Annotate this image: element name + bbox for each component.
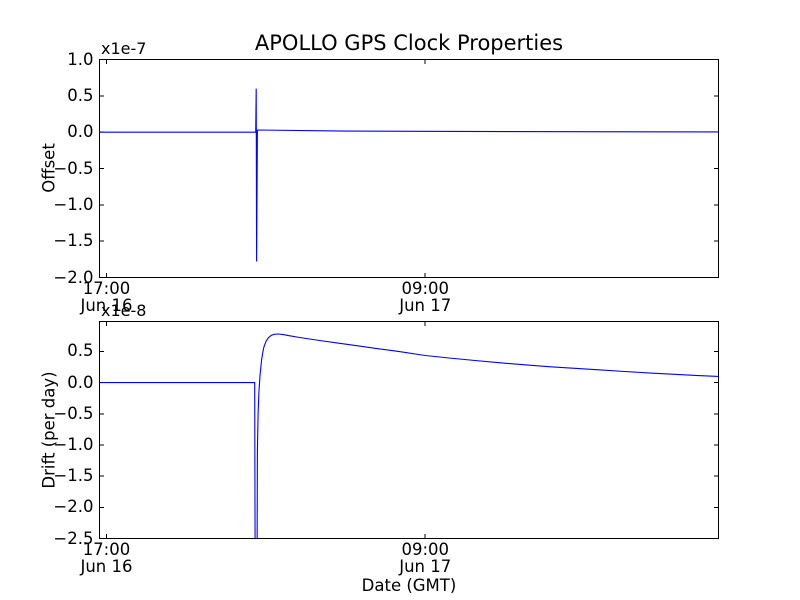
ticks (100, 322, 718, 539)
y-tick-label: −2.5 (53, 528, 94, 548)
offset-series-line (99, 88, 719, 262)
x-tick-label: 09:00 Jun 17 (399, 279, 452, 315)
bottom-axis-scale-label: x1e-8 (101, 301, 147, 320)
bottom-axes (98, 320, 720, 540)
y-tick-label: −1.0 (53, 194, 94, 214)
y-tick-label: −2.0 (53, 267, 94, 287)
top-axes (98, 58, 720, 279)
top-axis-scale-label: x1e-7 (101, 39, 147, 58)
axes-frame (98, 58, 720, 279)
y-tick-label: −0.5 (53, 403, 94, 423)
y-tick-label: −1.5 (53, 231, 94, 251)
x-tick-label: 17:00 Jun 16 (80, 540, 133, 576)
y-tick-label: 0.5 (67, 341, 94, 361)
y-tick-label: −0.5 (53, 158, 94, 178)
y-tick-label: 0.5 (67, 85, 94, 105)
y-tick-label: 0.0 (67, 372, 94, 392)
axes-frame (98, 320, 720, 540)
x-axis-label: Date (GMT) (361, 576, 457, 595)
x-tick-label: 17:00 Jun 16 (80, 279, 133, 315)
y-tick-label: −2.0 (53, 497, 94, 517)
drift-series-line (99, 333, 719, 539)
y-tick-label: −1.0 (53, 434, 94, 454)
y-tick-label: 1.0 (67, 49, 94, 69)
ticks (100, 59, 718, 278)
y-tick-label: −1.5 (53, 466, 94, 486)
y-tick-label: 0.0 (67, 122, 94, 142)
x-tick-label: 09:00 Jun 17 (399, 540, 452, 576)
chart-title: APOLLO GPS Clock Properties (254, 31, 564, 55)
